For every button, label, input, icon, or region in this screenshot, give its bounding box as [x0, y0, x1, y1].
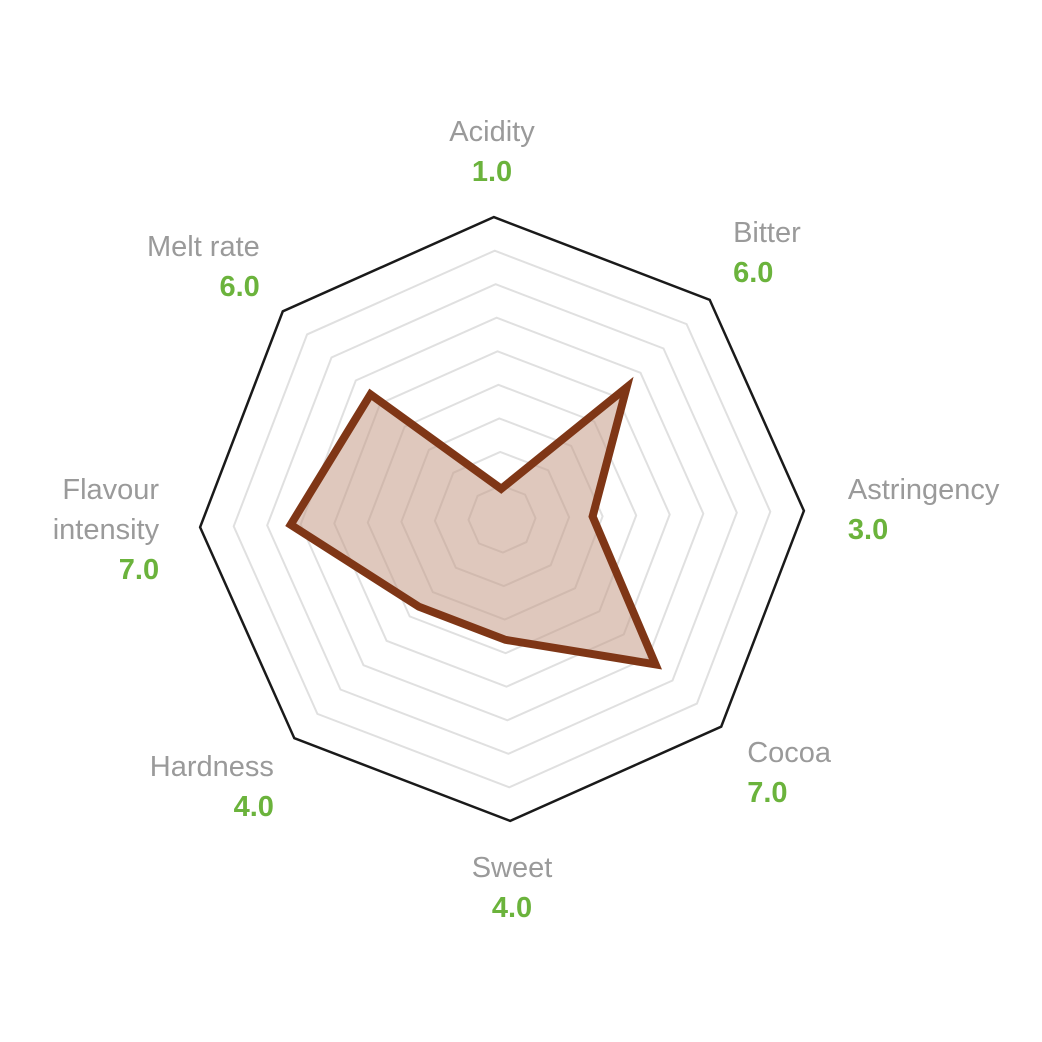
value-label-flavour-intensity: 7.0: [119, 554, 159, 586]
axis-label-group-astringency: Astringency 3.0: [848, 474, 1000, 546]
value-label-hardness: 4.0: [234, 791, 274, 823]
outer-octagon: [198, 215, 806, 823]
outer-frame: [198, 215, 806, 823]
axis-label-group-melt-rate: Melt rate 6.0: [147, 231, 260, 303]
axis-labels: Acidity 1.0 Bitter 6.0 Astringency 3.0 Cocoa 7.…: [53, 116, 1000, 924]
grid-ring: [232, 249, 772, 789]
axis-label-bitter: Bitter: [733, 217, 801, 249]
grid-ring: [299, 316, 705, 722]
value-label-acidity: 1.0: [472, 156, 512, 188]
axis-label-group-acidity: Acidity 1.0: [449, 116, 535, 188]
value-label-cocoa: 7.0: [747, 777, 787, 809]
axis-label-group-cocoa: Cocoa 7.0: [747, 737, 832, 809]
axis-label-hardness: Hardness: [150, 751, 274, 783]
axis-label-acidity: Acidity: [449, 116, 535, 148]
axis-label-group-flavour-intensity: Flavour intensity 7.0: [53, 474, 160, 586]
value-label-melt-rate: 6.0: [219, 271, 259, 303]
value-label-sweet: 4.0: [492, 892, 532, 924]
series-area: [285, 376, 663, 670]
axis-label-flavour-intensity: intensity: [53, 514, 160, 546]
axis-label-sweet: Sweet: [472, 852, 553, 884]
axis-label-group-bitter: Bitter 6.0: [733, 217, 801, 289]
value-label-bitter: 6.0: [733, 257, 773, 289]
value-label-astringency: 3.0: [848, 514, 888, 546]
axis-label-melt-rate: Melt rate: [147, 231, 260, 263]
axis-label-group-hardness: Hardness 4.0: [150, 751, 274, 823]
axis-label-astringency: Astringency: [848, 474, 1000, 506]
axis-label-cocoa: Cocoa: [747, 737, 832, 769]
grid-ring: [266, 283, 738, 755]
axis-label-flavour-intensity: Flavour: [62, 474, 159, 506]
axis-label-group-sweet: Sweet 4.0: [472, 852, 553, 924]
